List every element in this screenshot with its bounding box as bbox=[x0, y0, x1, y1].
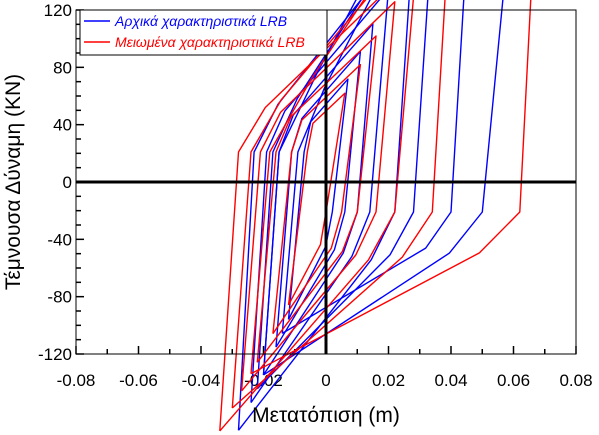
series-2-loop bbox=[272, 63, 362, 335]
y-tick-label: -120 bbox=[38, 345, 72, 364]
series-1-loop bbox=[262, 0, 504, 376]
series-2-loop bbox=[231, 0, 446, 409]
series-1-loop bbox=[281, 0, 465, 335]
x-tick-label: -0.08 bbox=[57, 371, 96, 390]
series-2 bbox=[219, 0, 532, 432]
x-tick-label: 0.04 bbox=[434, 371, 467, 390]
series-1-loop bbox=[237, 0, 410, 431]
x-tick-label: 0.06 bbox=[497, 371, 530, 390]
y-tick-label: 120 bbox=[44, 1, 72, 20]
y-tick-labels: -120 -80 -40 0 40 80 120 bbox=[38, 1, 72, 364]
series-2-loop bbox=[256, 35, 377, 363]
y-tick-label: 0 bbox=[63, 173, 72, 192]
series-1-loop bbox=[256, 0, 429, 390]
y-tick-label: -40 bbox=[47, 230, 72, 249]
series-2-loop bbox=[240, 1, 396, 392]
x-tick-labels: -0.08 -0.06 -0.04 -0.02 0 0.02 0.04 0.06 0.08 bbox=[57, 371, 593, 390]
x-tick-label: 0.08 bbox=[559, 371, 592, 390]
y-tick-label: -80 bbox=[47, 288, 72, 307]
series-1-loop bbox=[250, 0, 389, 403]
legend: Αρχικά χαρακτηριστικά LRB Μειωμένα χαρακ… bbox=[79, 9, 328, 56]
series-1 bbox=[237, 0, 504, 431]
curves bbox=[219, 0, 532, 432]
y-tick-label: 40 bbox=[53, 116, 72, 135]
legend-box bbox=[79, 9, 328, 56]
x-tick-label: 0.02 bbox=[372, 371, 405, 390]
series-2-loop bbox=[250, 0, 532, 375]
x-tick-label: -0.06 bbox=[119, 371, 158, 390]
x-tick-label: -0.04 bbox=[182, 371, 221, 390]
series-2-loop bbox=[219, 0, 414, 432]
x-tick-label: 0 bbox=[321, 371, 330, 390]
legend-label-series-2: Μειωμένα χαρακτηριστικά LRB bbox=[115, 34, 305, 50]
y-axis-label: Τέμνουσα Δύναμη (KN) bbox=[2, 74, 25, 290]
y-tick-label: 80 bbox=[53, 58, 72, 77]
x-axis-label: Μετατόπιση (m) bbox=[252, 404, 400, 427]
series-2-loop bbox=[287, 92, 346, 306]
legend-label-series-1: Αρχικά χαρακτηριστικά LRB bbox=[114, 13, 287, 29]
